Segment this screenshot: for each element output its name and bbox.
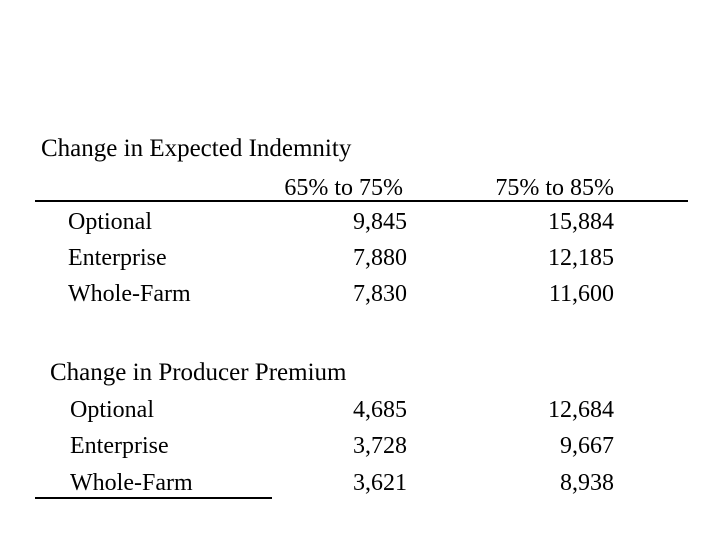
value-cell: 9,667 (560, 433, 614, 459)
table-row: Enterprise 7,880 12,185 (0, 246, 720, 276)
value-cell: 15,884 (548, 209, 614, 235)
table-row: Optional 4,685 12,684 (0, 398, 720, 428)
table-row: Optional 9,845 15,884 (0, 210, 720, 240)
row-label: Optional (70, 397, 154, 423)
section-title-producer-premium: Change in Producer Premium (50, 359, 347, 386)
value-cell: 11,600 (548, 281, 614, 307)
row-label: Whole-Farm (70, 470, 193, 496)
value-cell: 12,185 (548, 245, 614, 271)
column-header-65-75: 65% to 75% (284, 175, 403, 201)
section-title-expected-indemnity: Change in Expected Indemnity (41, 135, 352, 162)
row-label: Optional (68, 209, 152, 235)
value-cell: 4,685 (353, 397, 407, 423)
value-cell: 12,684 (548, 397, 614, 423)
table-row: Whole-Farm 7,830 11,600 (0, 282, 720, 312)
column-header-75-85: 75% to 85% (495, 175, 614, 201)
table-row: Enterprise 3,728 9,667 (0, 434, 720, 464)
row-label: Enterprise (68, 245, 167, 271)
bottom-divider-line (35, 497, 272, 499)
row-label: Whole-Farm (68, 281, 191, 307)
value-cell: 3,728 (353, 433, 407, 459)
value-cell: 7,830 (353, 281, 407, 307)
value-cell: 8,938 (560, 470, 614, 496)
header-divider-line (35, 200, 688, 202)
value-cell: 3,621 (353, 470, 407, 496)
value-cell: 7,880 (353, 245, 407, 271)
table-header-row: 65% to 75% 75% to 85% (0, 176, 720, 206)
table-row: Whole-Farm 3,621 8,938 (0, 471, 720, 501)
value-cell: 9,845 (353, 209, 407, 235)
row-label: Enterprise (70, 433, 169, 459)
